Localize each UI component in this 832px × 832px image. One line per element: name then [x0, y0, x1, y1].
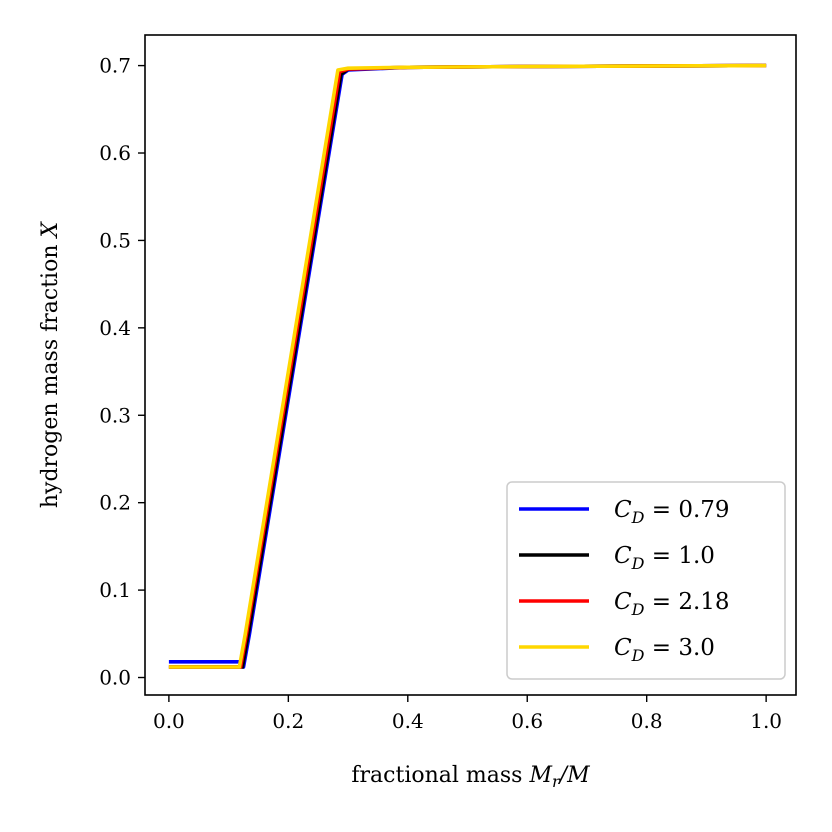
legend-box [506, 481, 786, 680]
legend-label-0: CD = 0.79 [614, 497, 730, 527]
y-tick-label: 0.6 [99, 141, 131, 165]
axis-labels: fractional mass Mr/M hydrogen mass fracti… [38, 221, 590, 791]
legend-label-1: CD = 1.0 [614, 543, 715, 573]
y-axis-label: hydrogen mass fraction X [38, 221, 63, 509]
x-tick-label: 1.0 [750, 709, 782, 733]
x-tick-label: 0.0 [153, 709, 185, 733]
ticks-layer: 0.0 0.2 0.4 0.6 0.8 1.0 0.0 0.1 0.2 0.3 0.4 0.5 0.6 0… [99, 54, 782, 733]
y-tick-label: 0.4 [99, 316, 131, 340]
y-tick-label: 0.3 [99, 403, 131, 427]
series-line-3 [168, 63, 767, 669]
y-tick-label: 0.7 [99, 54, 131, 78]
y-tick-label: 0.2 [99, 491, 131, 515]
y-tick-label: 0.1 [99, 578, 131, 602]
x-tick-label: 0.4 [392, 709, 424, 733]
y-tick-label: 0.5 [99, 228, 131, 252]
x-tick-label: 0.6 [511, 709, 543, 733]
legend: CD = 0.79 CD = 1.0 CD = 2.18 CD = 3.0 [506, 481, 786, 680]
series-layer [168, 63, 767, 669]
x-tick-label: 0.2 [272, 709, 304, 733]
legend-label-3: CD = 3.0 [614, 635, 715, 665]
x-tick-label: 0.8 [631, 709, 663, 733]
plot-area-frame [144, 34, 797, 696]
legend-label-2: CD = 2.18 [614, 589, 730, 619]
x-axis-label: fractional mass Mr/M [351, 763, 590, 791]
y-tick-label: 0.0 [99, 666, 131, 690]
